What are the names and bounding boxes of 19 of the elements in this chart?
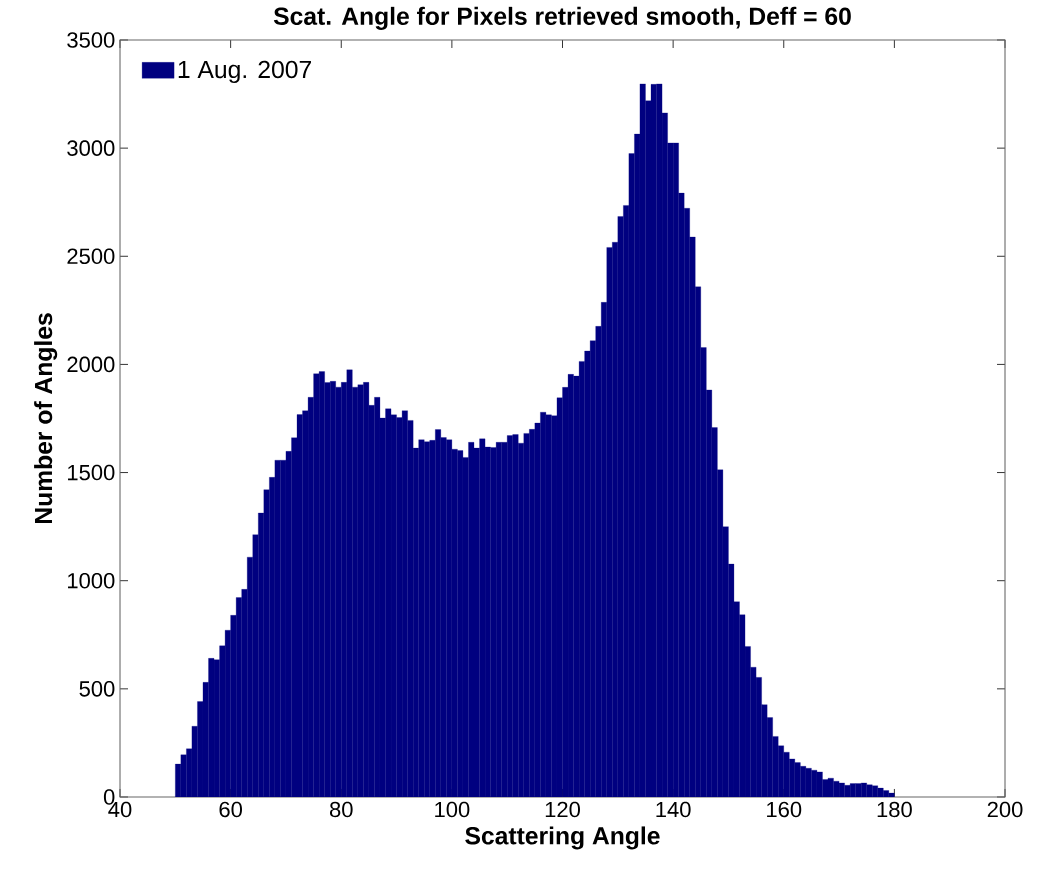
chart-title: Scat. Angle for Pixels retrieved smooth, Deff = 60 [273,6,851,30]
x-tick-label: 180 [877,801,912,818]
y-tick-label: 2500 [67,248,115,265]
x-tick-label: 60 [219,801,242,818]
x-tick-label: 140 [656,801,691,818]
y-tick-label: 500 [79,681,115,697]
x-tick-label: 80 [329,801,353,818]
y-tick-label: 3500 [67,32,115,48]
y-axis-title: Number of Angles [34,313,58,524]
x-tick-label: 200 [987,801,1023,818]
y-tick-label: 1000 [68,572,115,589]
legend-label: 1 Aug. 2007 [178,60,311,84]
x-tick-label: 120 [545,801,580,818]
y-tick-label: 2000 [67,356,115,373]
x-tick-label: 100 [435,801,470,818]
y-tick-label: 1500 [68,464,115,481]
y-tick-label: 3000 [67,140,115,156]
x-tick-label: 160 [767,801,802,818]
x-axis-title: Scattering Angle [465,826,660,850]
